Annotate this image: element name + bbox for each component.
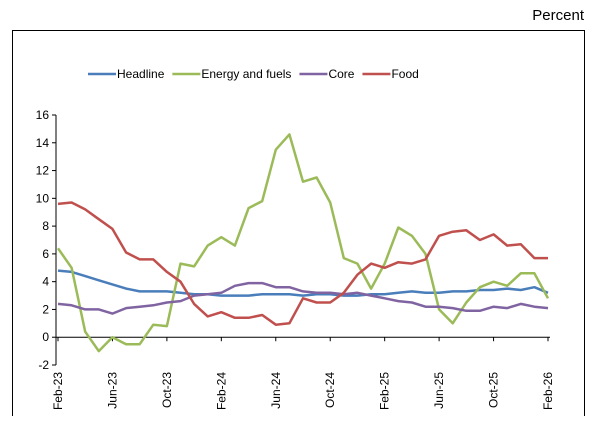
y-axis-label: Percent <box>532 7 585 24</box>
y-tick-label: 12 <box>36 164 50 178</box>
x-tick-label: Feb-26 <box>541 372 555 410</box>
y-tick-label: -2 <box>38 358 49 372</box>
y-tick-label: 16 <box>36 108 50 122</box>
y-tick-label: 14 <box>36 136 50 150</box>
y-tick-label: 2 <box>42 302 49 316</box>
x-tick-label: Jun-24 <box>269 372 283 409</box>
series-line <box>56 133 550 353</box>
y-tick-label: 4 <box>42 275 49 289</box>
x-tick-label: Oct-24 <box>323 372 337 408</box>
legend-label: Energy and fuels <box>201 67 291 81</box>
x-tick-label: Feb-24 <box>214 372 228 410</box>
legend-label: Headline <box>117 67 165 81</box>
x-tick-label: Jun-25 <box>432 372 446 409</box>
x-tick-label: Oct-25 <box>487 372 501 408</box>
x-tick-label: Oct-23 <box>160 372 174 408</box>
series-line <box>57 269 549 297</box>
y-tick-label: 0 <box>42 330 49 344</box>
x-tick-label: Feb-23 <box>51 372 65 410</box>
legend-label: Core <box>328 67 354 81</box>
x-tick-label: Feb-25 <box>378 372 392 410</box>
x-tick-label: Jun-23 <box>105 372 119 409</box>
y-tick-label: 6 <box>42 247 49 261</box>
y-tick-label: 10 <box>36 191 50 205</box>
chart-frame <box>12 30 585 421</box>
series-line <box>57 281 549 315</box>
legend-label: Food <box>391 67 418 81</box>
y-tick-label: 8 <box>42 219 49 233</box>
series-line <box>57 201 548 326</box>
